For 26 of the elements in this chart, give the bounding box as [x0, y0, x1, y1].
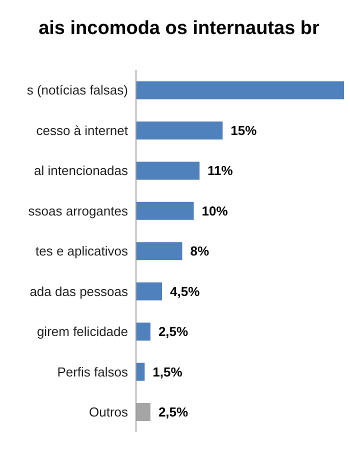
chart-title: ais incomoda os internautas br	[38, 17, 320, 41]
data-label: 8%	[190, 244, 210, 259]
bar	[136, 242, 182, 260]
data-label: 2,5%	[158, 324, 189, 340]
bar	[136, 322, 150, 341]
bar	[136, 121, 223, 140]
data-label: 11%	[208, 163, 234, 178]
y-tick-label: s (notícias falsas)	[26, 82, 128, 98]
bar	[136, 282, 162, 300]
data-label: 1,5%	[152, 364, 183, 380]
y-tick-label: cesso à internet	[36, 122, 128, 138]
y-tick-label: ssoas arrogantes	[28, 203, 128, 218]
y-tick-label: Outros	[88, 404, 128, 420]
y-tick-label: ada das pessoas	[30, 284, 128, 299]
y-tick-label: girem felicidade	[36, 324, 128, 340]
bar	[136, 202, 194, 220]
bar	[136, 162, 200, 180]
bar	[136, 81, 344, 100]
data-label: 2,5%	[158, 404, 189, 420]
data-label: 15%	[230, 122, 258, 138]
y-tick-label: tes e aplicativos	[36, 244, 128, 259]
y-tick-label: Perfis falsos	[57, 364, 128, 380]
data-label: 10%	[202, 203, 228, 218]
data-label: 4,5%	[170, 284, 200, 299]
bar	[136, 362, 145, 381]
y-tick-label: al intencionadas	[34, 163, 128, 178]
